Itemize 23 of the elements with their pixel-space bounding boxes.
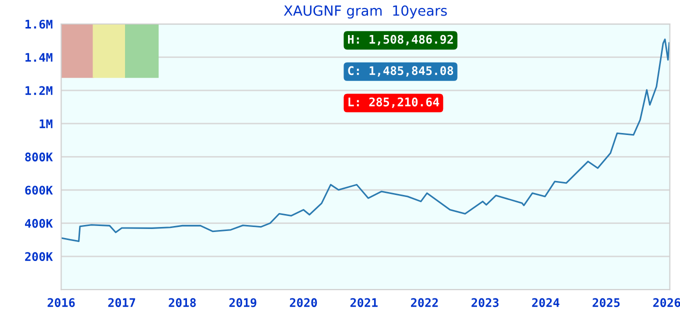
- y-tick-label: 800K: [25, 152, 53, 162]
- x-tick-label: 2019: [229, 298, 256, 308]
- y-tick-label: 200K: [25, 252, 53, 262]
- annotation: C: 1,485,845.08: [348, 66, 454, 77]
- y-tick-label: 400K: [25, 218, 53, 228]
- x-tick-label: 2017: [108, 298, 136, 308]
- y-tick-label: 1.6M: [26, 20, 52, 29]
- x-tick-label: 2025: [592, 298, 620, 308]
- x-tick-label: 2016: [48, 298, 75, 308]
- x-tick-label: 2023: [472, 298, 499, 308]
- annotation: L: 285,210.64: [348, 98, 440, 108]
- x-tick-label: 2021: [350, 298, 378, 308]
- y-tick-label: 1.2M: [26, 86, 52, 95]
- y-tick-label: 600K: [25, 186, 53, 195]
- x-tick-label: 2018: [168, 298, 196, 308]
- annotation: H: 1,508,486.92: [348, 34, 453, 46]
- x-tick-label: 2022: [410, 298, 438, 308]
- x-tick-label: 2024: [532, 298, 560, 308]
- y-tick-label: 1M: [40, 119, 52, 128]
- y-tick-label: 1.4M: [26, 53, 52, 62]
- x-tick-label: 2026: [653, 298, 680, 308]
- x-tick-label: 2020: [290, 298, 317, 308]
- chart-title: XAUGNF gram 10years: [284, 5, 447, 19]
